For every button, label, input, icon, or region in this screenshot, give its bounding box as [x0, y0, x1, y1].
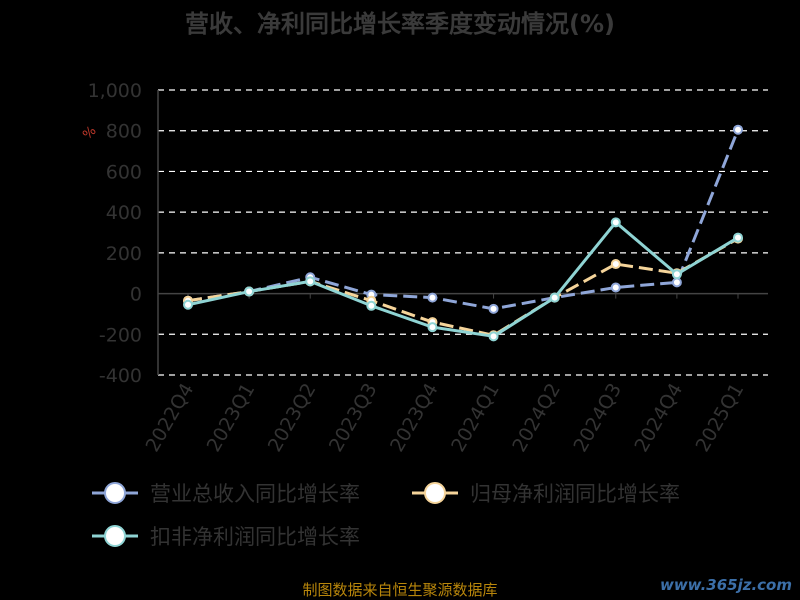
x-tick-label: 2023Q2: [264, 380, 321, 456]
grid-lines: [158, 89, 768, 376]
y-tick-label: 800: [106, 121, 142, 143]
y-tick-label: 1,000: [88, 80, 142, 102]
x-tick-labels: 2022Q4 2023Q1 2023Q2 2023Q3 2023Q4 2024Q1 2024…: [142, 380, 749, 456]
legend-item-1[interactable]: 归母净利润同比增长率: [412, 482, 680, 506]
x-tick-label: 2024Q2: [508, 380, 565, 456]
x-tick-label: 2022Q4: [142, 380, 199, 456]
y-tick-label: 0: [130, 284, 142, 306]
y-tick-label: 400: [106, 202, 142, 224]
data-point[interactable]: [610, 259, 621, 270]
data-point[interactable]: [610, 217, 621, 228]
x-tick-label: 2023Q3: [325, 380, 382, 456]
x-tick-label: 2023Q1: [203, 380, 260, 456]
legend-marker: [424, 482, 446, 504]
y-tick-label: -200: [99, 324, 142, 346]
data-point[interactable]: [427, 322, 438, 333]
legend-label: 扣非净利润同比增长率: [150, 525, 360, 549]
series-0: [183, 124, 743, 314]
series-line-2: [187, 220, 739, 338]
data-point[interactable]: [366, 300, 377, 311]
data-point[interactable]: [733, 124, 743, 135]
series-line-0: [187, 129, 740, 311]
data-point[interactable]: [549, 292, 560, 303]
x-tick-label: 2024Q4: [630, 380, 687, 456]
data-point[interactable]: [733, 232, 743, 243]
legend-item-0[interactable]: 营业总收入同比增长率: [92, 482, 360, 506]
data-point[interactable]: [488, 303, 499, 314]
data-point[interactable]: [671, 277, 682, 288]
data-point[interactable]: [244, 286, 255, 297]
series-layer: [183, 124, 743, 342]
x-tick-label: 2025Q1: [692, 380, 749, 456]
y-tick-labels: 1,000 800 600 400 200 0 -200 -400: [88, 80, 142, 387]
y-unit-label: %: [80, 123, 99, 142]
data-point[interactable]: [305, 276, 316, 287]
y-tick-label: -400: [99, 365, 142, 387]
legend-item-2[interactable]: 扣非净利润同比增长率: [92, 525, 360, 549]
data-point[interactable]: [183, 299, 193, 310]
data-point[interactable]: [671, 269, 682, 280]
legend-label: 营业总收入同比增长率: [150, 482, 360, 506]
y-tick-label: 200: [106, 243, 142, 265]
data-point[interactable]: [610, 282, 621, 293]
data-point[interactable]: [427, 292, 438, 303]
x-tick-label: 2023Q4: [386, 380, 443, 456]
watermark-text: www.365jz.com: [660, 576, 792, 594]
data-point[interactable]: [488, 331, 499, 342]
data-source-caption: 制图数据来自恒生聚源数据库: [302, 581, 497, 599]
chart-title: 营收、净利同比增长率季度变动情况(%): [185, 10, 615, 38]
series-2: [183, 217, 743, 342]
x-tick-label: 2024Q3: [569, 380, 626, 456]
legend-marker: [104, 482, 126, 504]
legend-label: 归母净利润同比增长率: [470, 482, 680, 506]
x-tick-label: 2024Q1: [447, 380, 504, 456]
legend-marker: [104, 525, 126, 547]
y-tick-label: 600: [106, 161, 142, 183]
